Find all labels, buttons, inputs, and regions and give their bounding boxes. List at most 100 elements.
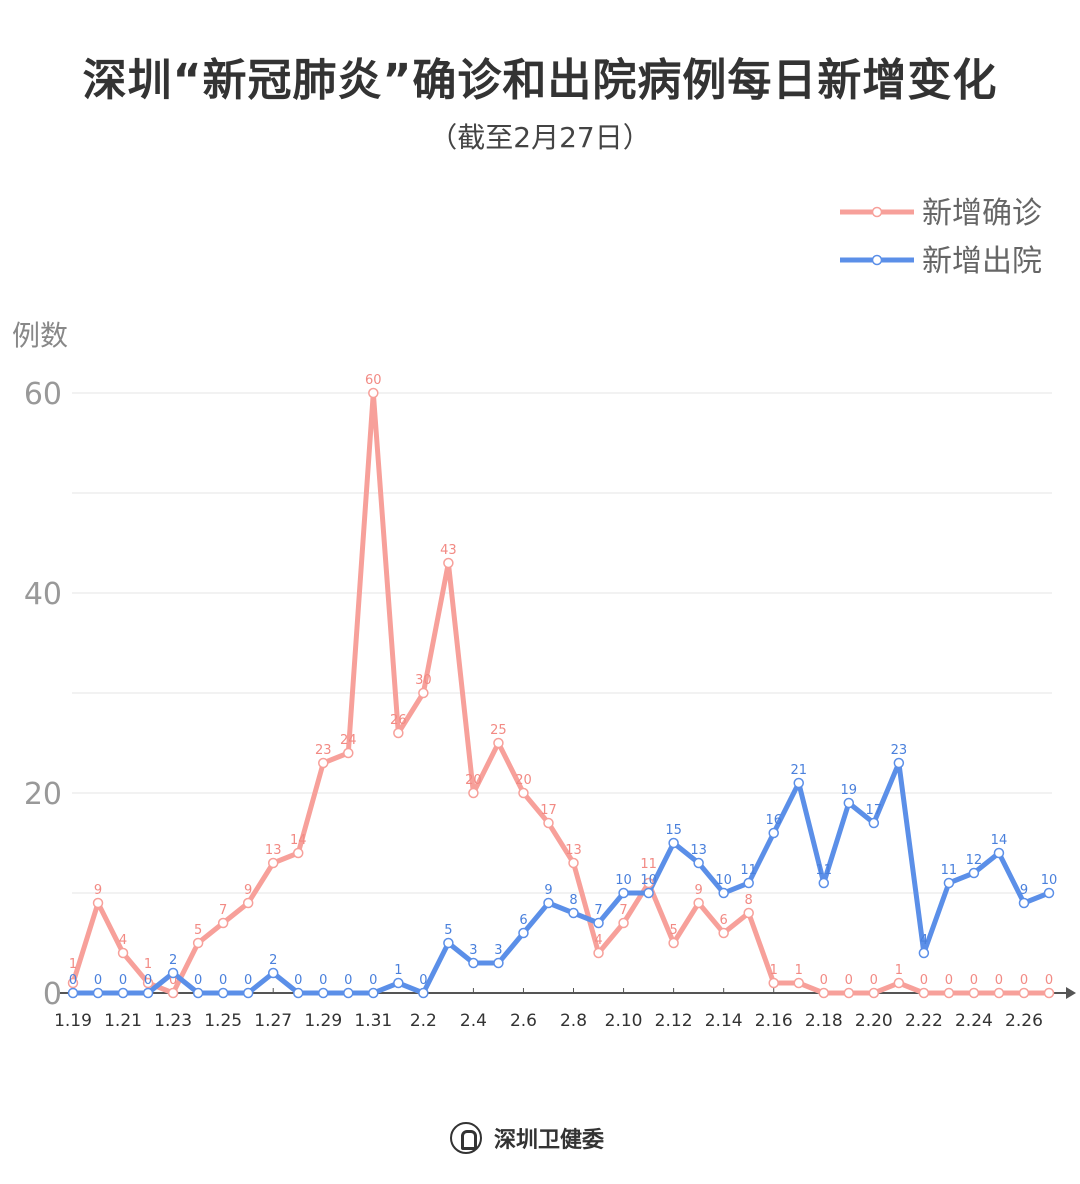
- data-point: [868, 987, 880, 999]
- x-tick-label: 2.2: [410, 1011, 437, 1031]
- x-tick-label: 1.31: [354, 1011, 392, 1031]
- data-label: 6: [519, 913, 527, 928]
- data-label: 30: [415, 673, 432, 688]
- x-tick-label: 2.16: [755, 1011, 793, 1031]
- x-tick-label: 2.20: [855, 1011, 893, 1031]
- series-line-confirmed: [70, 390, 1049, 996]
- data-point: [267, 967, 279, 979]
- chart-subtitle: （截至2月27日）: [429, 121, 651, 154]
- data-label: 0: [419, 973, 427, 988]
- data-label: 9: [94, 883, 102, 898]
- data-point: [493, 737, 504, 749]
- data-label: 13: [265, 843, 282, 858]
- data-label: 4: [594, 933, 602, 948]
- data-point: [993, 847, 1005, 859]
- data-point: [643, 887, 654, 899]
- data-label: 6: [720, 913, 728, 928]
- data-label: 43: [440, 543, 457, 558]
- data-point: [468, 787, 479, 799]
- data-point: [943, 987, 955, 999]
- data-label: 14: [991, 833, 1008, 848]
- data-label: 7: [219, 903, 227, 918]
- data-point: [418, 987, 429, 999]
- data-label: 11: [740, 863, 757, 878]
- y-tick-label: 0: [43, 977, 62, 1012]
- data-label: 0: [119, 973, 127, 988]
- data-label: 16: [765, 813, 782, 828]
- data-label: 0: [920, 973, 928, 988]
- data-label: 20: [515, 773, 532, 788]
- x-tick-label: 1.21: [104, 1011, 142, 1031]
- data-label: 0: [845, 973, 853, 988]
- data-point: [843, 987, 855, 999]
- data-point: [968, 987, 980, 999]
- data-label: 7: [619, 903, 627, 918]
- data-point: [518, 927, 529, 939]
- health-commission-logo-icon: [450, 1122, 482, 1154]
- data-label: 5: [669, 923, 677, 938]
- data-point: [393, 727, 404, 739]
- data-point: [768, 977, 779, 989]
- data-point: [217, 917, 229, 929]
- data-point: [1018, 897, 1030, 909]
- data-label: 25: [490, 723, 507, 738]
- data-point: [643, 877, 654, 889]
- data-label: 4: [920, 933, 928, 948]
- data-point: [192, 987, 204, 999]
- x-tick-label: 2.24: [955, 1011, 993, 1031]
- data-point: [868, 817, 880, 829]
- data-point: [292, 847, 304, 859]
- data-point: [968, 867, 980, 879]
- data-point: [743, 877, 754, 889]
- data-label: 0: [144, 973, 152, 988]
- data-label: 9: [695, 883, 703, 898]
- data-label: 3: [494, 943, 502, 958]
- x-tick-label: 1.27: [254, 1011, 292, 1031]
- data-point: [67, 977, 79, 989]
- data-point: [443, 937, 454, 949]
- data-point: [192, 937, 204, 949]
- legend-marker: [871, 206, 883, 218]
- data-point: [368, 987, 379, 999]
- data-point: [1043, 887, 1055, 899]
- data-label: 0: [219, 973, 227, 988]
- data-point: [993, 987, 1005, 999]
- data-label: 5: [194, 923, 202, 938]
- data-label: 1: [144, 957, 152, 972]
- data-label: 11: [941, 863, 958, 878]
- data-label: 10: [1041, 873, 1058, 888]
- data-point: [92, 987, 104, 999]
- data-point: [918, 947, 930, 959]
- data-point: [793, 777, 804, 789]
- data-point: [368, 387, 379, 399]
- x-tick-label: 2.4: [460, 1011, 487, 1031]
- data-point: [418, 687, 429, 699]
- data-point: [618, 887, 629, 899]
- data-point: [668, 937, 679, 949]
- data-point: [493, 957, 504, 969]
- data-point: [593, 917, 604, 929]
- data-label: 21: [790, 763, 807, 778]
- data-point: [92, 897, 104, 909]
- data-label: 10: [640, 873, 657, 888]
- x-tick-label: 2.26: [1005, 1011, 1043, 1031]
- data-label: 2: [269, 953, 277, 968]
- data-point: [267, 857, 279, 869]
- x-tick-label: 2.14: [705, 1011, 743, 1031]
- y-tick-label: 20: [24, 777, 62, 812]
- legend-marker: [871, 254, 883, 266]
- data-label: 0: [294, 973, 302, 988]
- data-point: [343, 987, 354, 999]
- data-label: 5: [444, 923, 452, 938]
- data-point: [818, 877, 830, 889]
- data-point: [117, 987, 129, 999]
- data-label: 1: [895, 963, 903, 978]
- data-label: 0: [820, 973, 828, 988]
- data-label: 23: [315, 743, 332, 758]
- data-label: 2: [169, 953, 177, 968]
- x-tick-label: 2.22: [905, 1011, 943, 1031]
- data-point: [292, 987, 304, 999]
- data-label: 13: [690, 843, 707, 858]
- x-axis-arrow-icon: [1066, 987, 1076, 999]
- data-point: [142, 987, 154, 999]
